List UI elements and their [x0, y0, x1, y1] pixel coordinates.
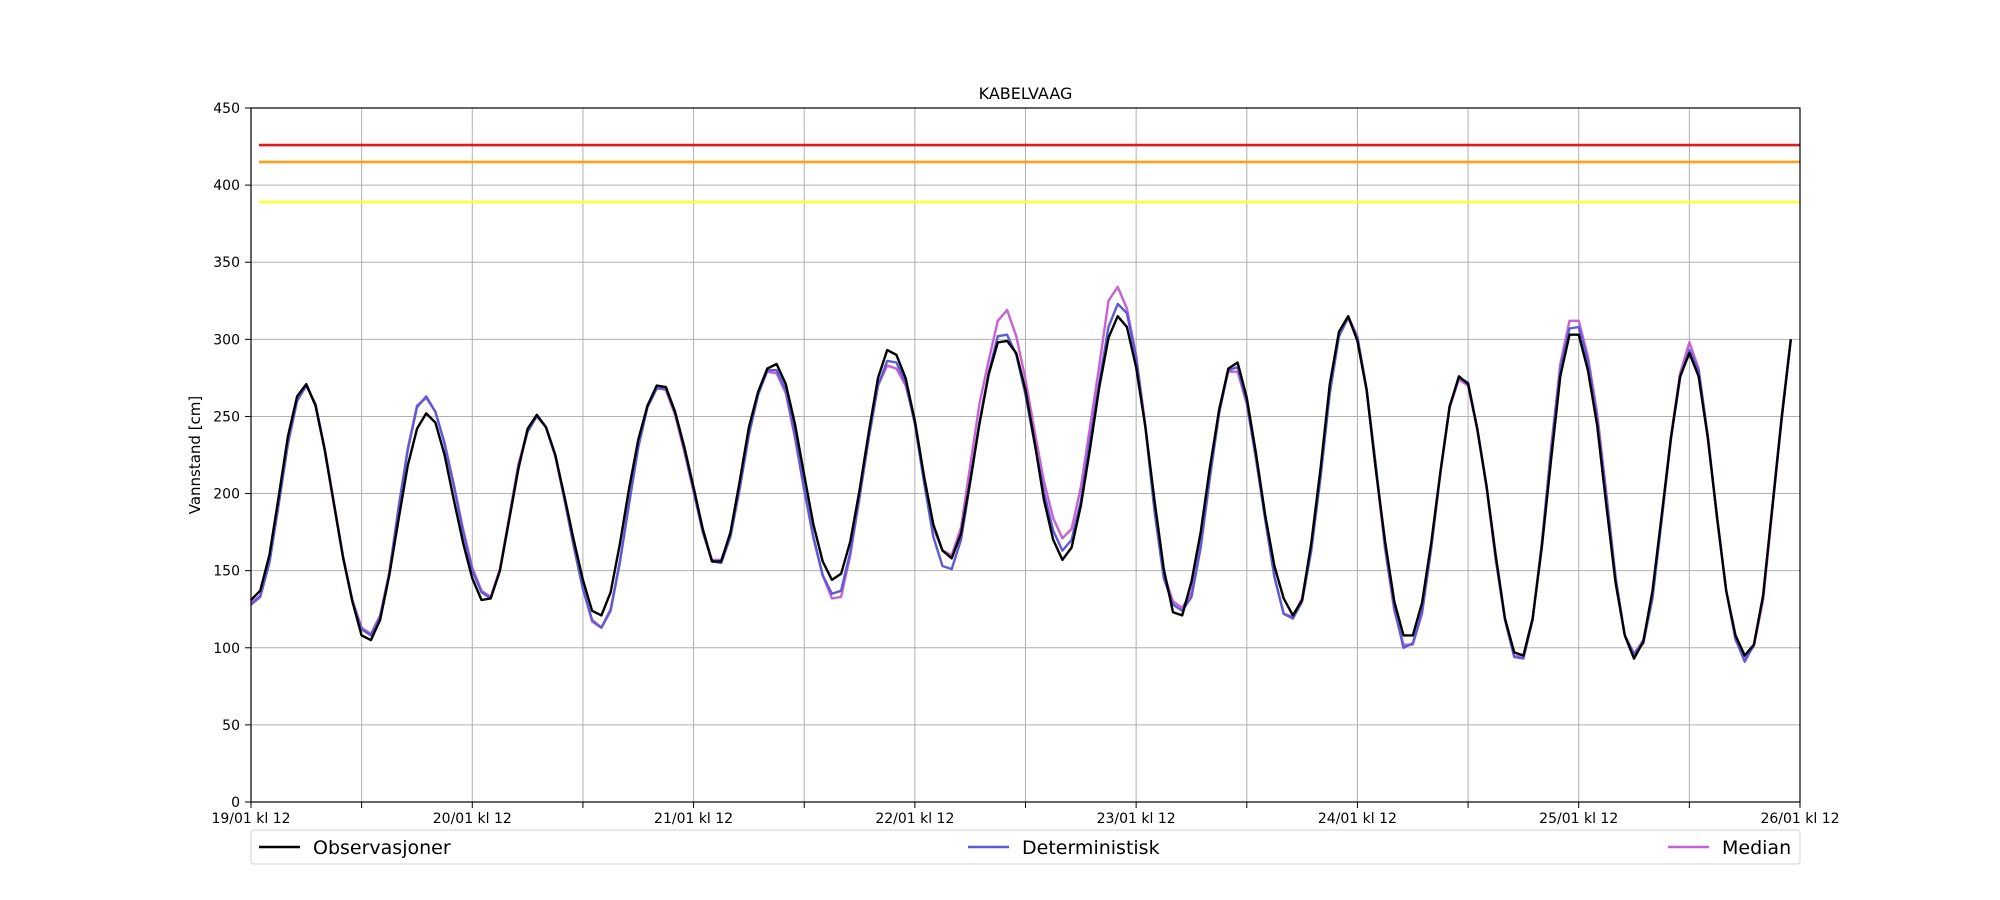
legend-label-deterministisk: Deterministisk [1022, 837, 1160, 859]
x-tick-label: 25/01 kl 12 [1539, 811, 1618, 827]
y-axis-title: Vannstand [cm] [186, 396, 204, 515]
series-lines [250, 285, 1792, 663]
y-axis-ticks: 0 50 100 150 200 250 300 350 400 450 [213, 101, 251, 811]
y-tick-label: 50 [222, 718, 240, 734]
x-tick-label: 26/01 kl 12 [1760, 811, 1839, 827]
x-tick-label: 23/01 kl 12 [1097, 811, 1176, 827]
series-line-observasjoner [250, 315, 1792, 660]
legend: Observasjoner Deterministisk Median [250, 829, 1801, 865]
y-tick-label: 200 [213, 487, 240, 503]
x-tick-label: 21/01 kl 12 [654, 811, 733, 827]
series-line-median [250, 285, 1792, 660]
x-tick-label: 24/01 kl 12 [1318, 811, 1397, 827]
y-tick-label: 0 [231, 795, 240, 811]
y-tick-label: 150 [213, 564, 240, 580]
y-tick-label: 350 [213, 255, 240, 271]
x-tick-label: 20/01 kl 12 [433, 811, 512, 827]
y-tick-label: 100 [213, 641, 240, 657]
y-tick-label: 300 [213, 332, 240, 348]
y-tick-label: 400 [213, 178, 240, 194]
legend-label-median: Median [1722, 837, 1791, 859]
x-tick-label: 22/01 kl 12 [875, 811, 954, 827]
threshold-lines [259, 143, 1800, 204]
chart-title: KABELVAAG [979, 84, 1073, 103]
y-tick-label: 450 [213, 101, 240, 117]
y-tick-label: 250 [213, 409, 240, 425]
grid-lines [251, 107, 1800, 803]
legend-label-observasjoner: Observasjoner [313, 837, 451, 859]
legend-box [250, 829, 1801, 865]
x-axis-ticks: 19/01 kl 12 20/01 kl 12 21/01 kl 12 22/01 k… [211, 802, 1840, 827]
x-tick-label: 19/01 kl 12 [211, 811, 290, 827]
